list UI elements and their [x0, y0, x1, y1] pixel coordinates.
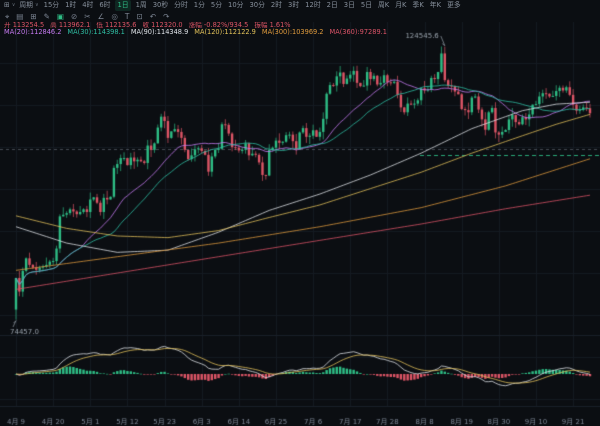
eraser-tool-icon[interactable]: ⊘ — [71, 12, 78, 21]
timeframe-bar: ⊞ ∨ 周期 ∨ 15分 1时 4时 6时 1日 1周 30秒 分时 1分 5分 10分 30分 2时 3时 1… — [0, 0, 600, 11]
crosshair-tool-icon[interactable]: ⌖ — [5, 12, 10, 21]
redo-tool-icon[interactable]: ↷ — [163, 12, 170, 21]
timeframe-1时[interactable]: 1时 — [65, 1, 77, 9]
timeframe-2日[interactable]: 2日 — [326, 1, 338, 9]
timeframe-4时[interactable]: 4时 — [82, 1, 94, 9]
timeframe-分时[interactable]: 分时 — [174, 1, 188, 9]
timeframe-1分[interactable]: 1分 — [193, 1, 205, 9]
timeframe-2时[interactable]: 2时 — [270, 1, 283, 9]
timeframe-more-button[interactable]: 更多 — [447, 1, 461, 9]
grid-tool-icon[interactable]: ⊞ — [30, 12, 37, 21]
timeframe-12时[interactable]: 12时 — [305, 1, 321, 9]
angle-tool-icon[interactable]: ∠ — [97, 12, 105, 21]
screenshot-tool-icon[interactable]: ⊡ — [136, 12, 143, 21]
circle-tool-icon[interactable]: ◎ — [111, 12, 118, 21]
brush-tool-icon[interactable]: ▣ — [56, 12, 65, 21]
timeframe-list: 15分 1时 4时 6时 1日 1周 30秒 分时 1分 5分 10分 30分 2时 3时 12时 2日 3日 5… — [43, 0, 442, 11]
text-tool-icon[interactable]: T — [124, 12, 130, 21]
undo-tool-icon[interactable]: ↶ — [149, 12, 157, 21]
timeframe-5分[interactable]: 5分 — [210, 1, 223, 9]
timeframe-3日[interactable]: 3日 — [343, 1, 355, 9]
timeframe-6时[interactable]: 6时 — [99, 1, 111, 9]
timeframe-15分[interactable]: 15分 — [43, 1, 60, 9]
timeframe-30分[interactable]: 30分 — [249, 1, 265, 9]
timeframe-季K[interactable]: 季K — [412, 1, 424, 9]
timeframe-年K[interactable]: 年K — [429, 1, 442, 9]
timeframe-30秒[interactable]: 30秒 — [152, 1, 169, 9]
timeframe-5日[interactable]: 5日 — [360, 1, 372, 9]
chevron-down-icon: ∨ — [11, 2, 16, 8]
chevron-down-icon: ∨ — [34, 2, 39, 8]
pencil-tool-icon[interactable]: ✎ — [43, 12, 50, 21]
timeframe-3时[interactable]: 3时 — [288, 1, 300, 9]
timeframe-1周[interactable]: 1周 — [135, 1, 147, 9]
timeframe-周K[interactable]: 周K — [378, 1, 390, 9]
timeframe-10分[interactable]: 10分 — [228, 1, 244, 9]
timeframe-1日[interactable]: 1日 — [115, 0, 131, 11]
layout-tool-icon[interactable]: ▤ — [16, 12, 24, 21]
drawing-toolbar: ⌖ ▤ ⊞ ✎ ▣ ⊘ ✂ ∠ ◎ T ⊡ ↶ ↷ — [0, 11, 600, 22]
period-dropdown[interactable]: 周期 — [19, 1, 33, 9]
timeframe-月K[interactable]: 月K — [395, 1, 407, 9]
chart-type-menu-icon[interactable]: ⊞ — [4, 1, 10, 9]
cut-tool-icon[interactable]: ✂ — [84, 12, 91, 21]
